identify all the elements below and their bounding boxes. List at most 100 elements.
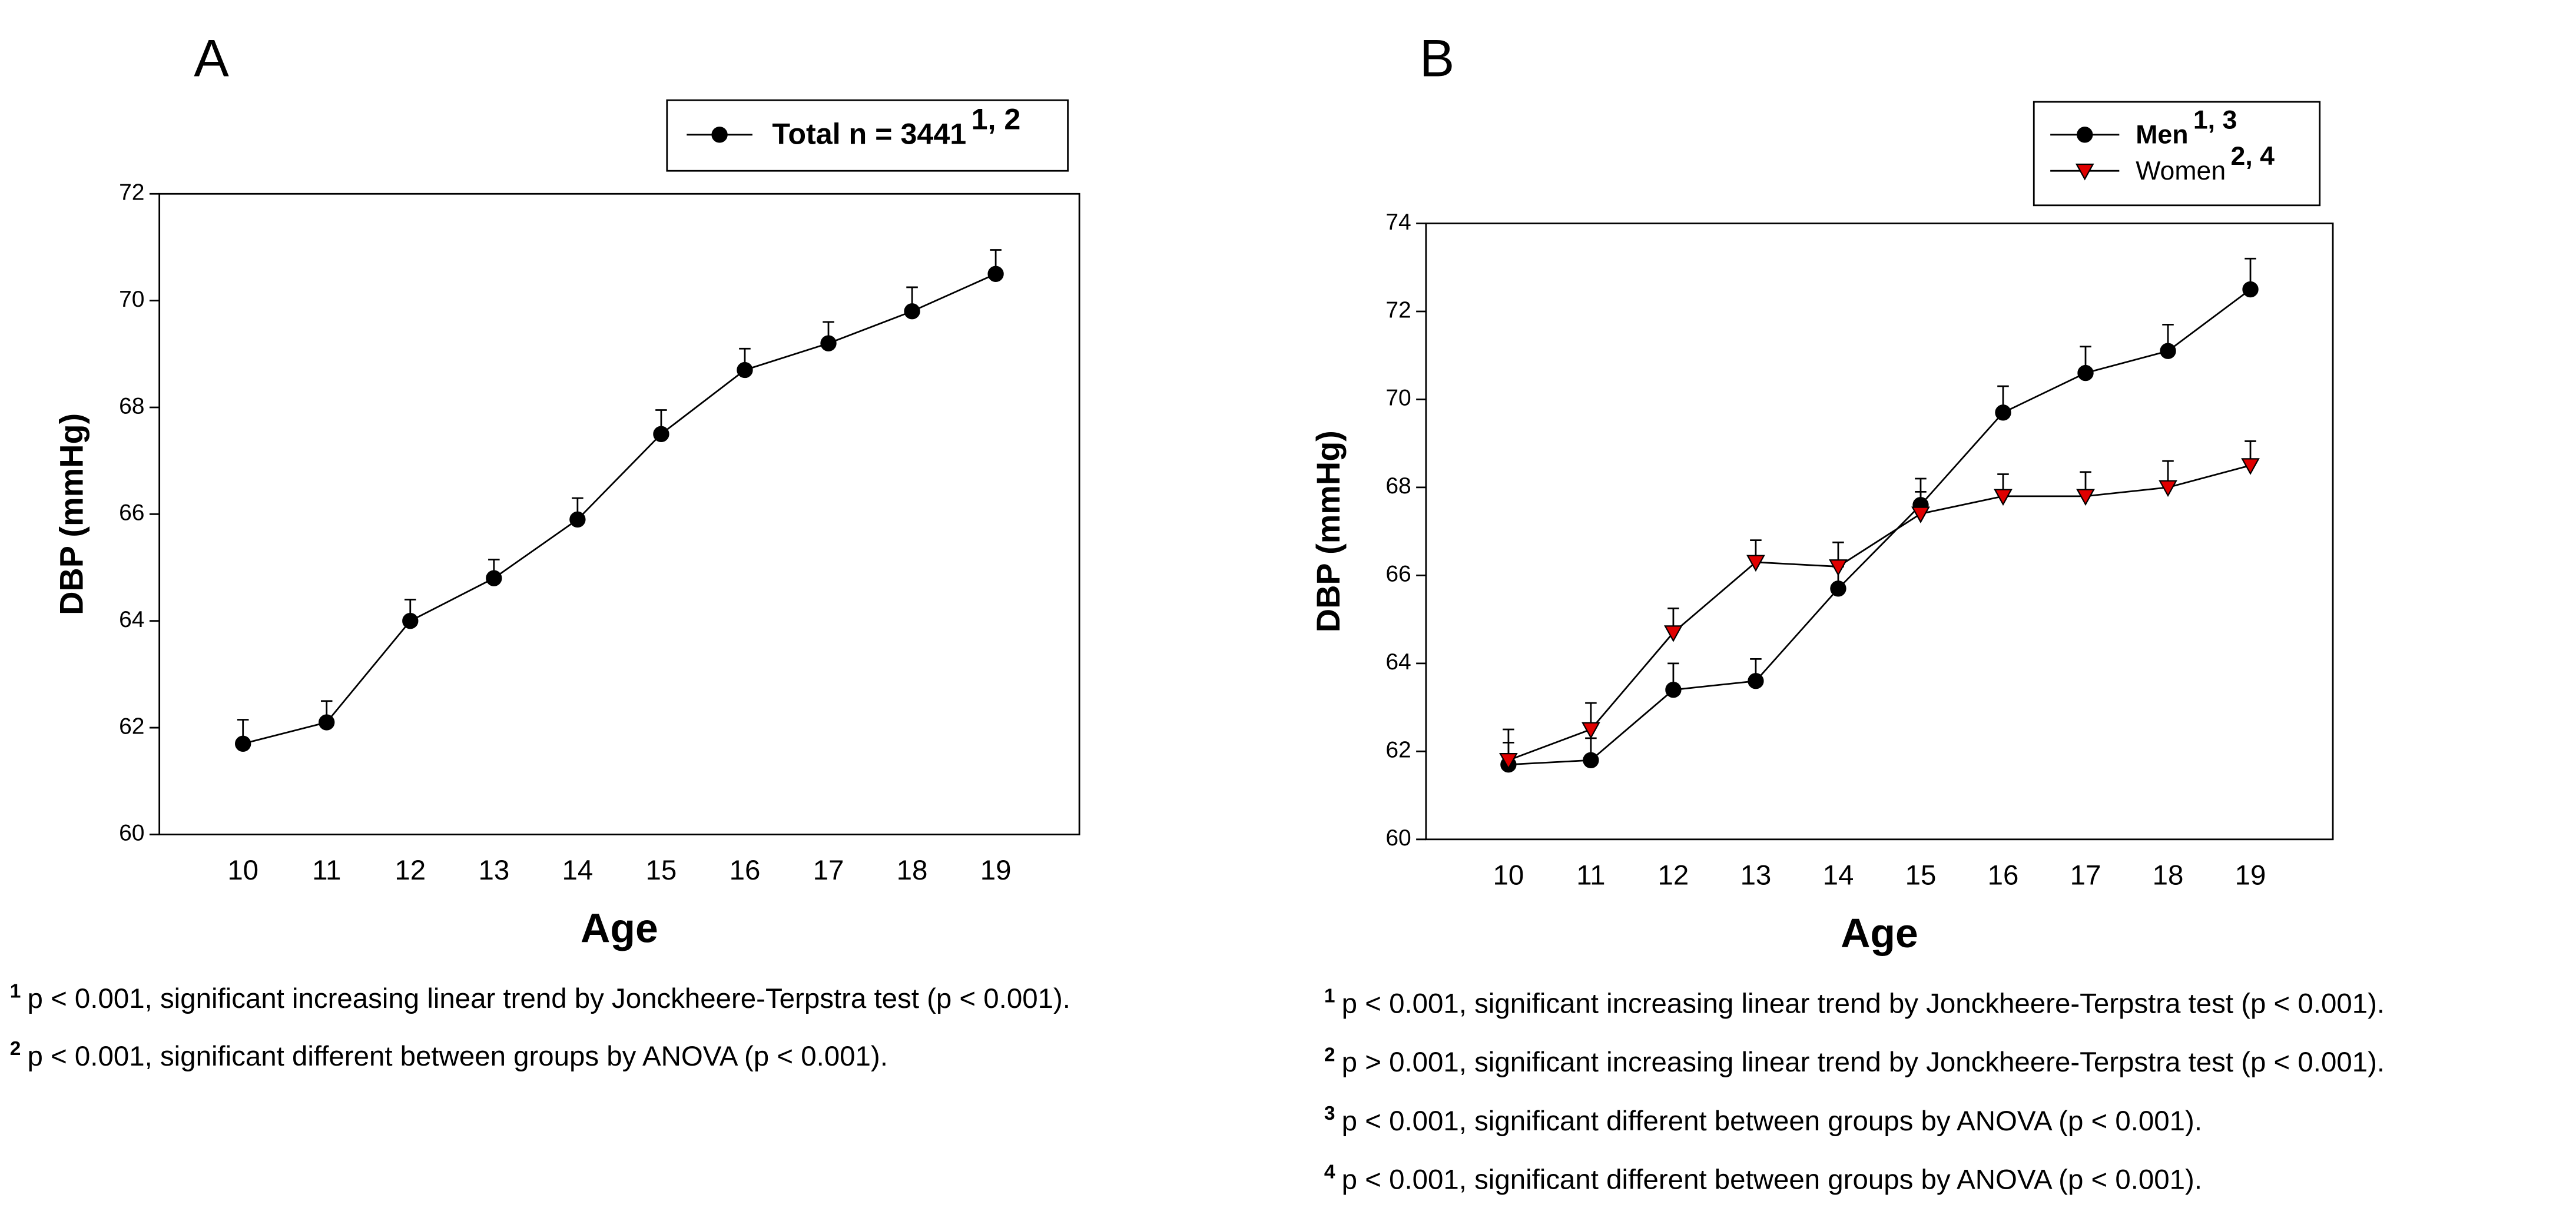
marker (1746, 555, 1765, 572)
legend-name: Men (2136, 120, 2188, 149)
marker (904, 303, 920, 320)
panel-label: B (1420, 29, 1455, 88)
marker (820, 335, 837, 351)
footnote-marker: 2 (10, 1038, 21, 1060)
x-tick-label: 15 (1905, 860, 1937, 891)
legend-name: Total n = 3441 (772, 118, 966, 151)
marker (653, 426, 669, 442)
marker (1665, 682, 1682, 698)
x-tick-label: 16 (1988, 860, 2019, 891)
legend-box (2033, 101, 2321, 207)
y-tick-label: 74 (1385, 210, 1411, 235)
x-tick-label: 18 (2153, 860, 2184, 891)
marker (1995, 404, 2011, 421)
x-tick-label: 11 (1576, 860, 1605, 891)
y-tick-label: 70 (1385, 386, 1411, 411)
x-tick-label: 11 (312, 855, 341, 886)
x-tick-label: 13 (1740, 860, 1772, 891)
marker (987, 266, 1004, 282)
panel-label: A (194, 29, 229, 88)
footnote: 4 p < 0.001, significant different betwee… (1324, 1161, 2202, 1195)
y-tick-label: 64 (1385, 649, 1411, 675)
legend-name: Women (2136, 157, 2226, 185)
footnote: 2 p < 0.001, significant different betwee… (10, 1038, 888, 1072)
marker (1583, 752, 1599, 768)
x-tick-label: 10 (227, 855, 258, 886)
marker (402, 613, 419, 629)
marker (1911, 506, 1930, 523)
marker (319, 714, 335, 731)
y-tick-label: 66 (1385, 562, 1411, 587)
marker (2242, 281, 2259, 298)
x-tick-label: 14 (562, 855, 593, 886)
legend-superscript: 2, 4 (2231, 142, 2275, 171)
footnote-marker: 1 (10, 980, 21, 1002)
footnote: 1 p < 0.001, significant increasing linea… (10, 980, 1070, 1014)
footnote-text: p < 0.001, significant different between… (28, 1040, 888, 1071)
marker (1499, 752, 1518, 770)
y-tick-label: 70 (119, 287, 144, 312)
y-tick-label: 68 (1385, 473, 1411, 499)
y-tick-label: 72 (1385, 297, 1411, 323)
y-axis-label: DBP (mmHg) (52, 413, 89, 615)
x-tick-label: 16 (730, 855, 761, 886)
marker (569, 511, 586, 528)
x-tick-label: 19 (2235, 860, 2266, 891)
x-axis-label: Age (1841, 910, 1918, 956)
footnote-marker: 4 (1324, 1161, 1335, 1183)
marker (1664, 625, 1683, 642)
x-tick-label: 17 (813, 855, 844, 886)
marker (1994, 489, 2013, 506)
marker (1748, 673, 1764, 689)
marker (711, 127, 728, 143)
plot-frame (1425, 223, 2334, 841)
legend-superscript: 1, 3 (2193, 105, 2237, 134)
marker (1829, 559, 1848, 576)
footnote-text: p < 0.001, significant different between… (1342, 1105, 2202, 1136)
footnote-text: p > 0.001, significant increasing linear… (1342, 1047, 2385, 1078)
y-tick-label: 60 (1385, 825, 1411, 851)
x-tick-label: 14 (1823, 860, 1854, 891)
series-line (243, 273, 996, 745)
marker (1830, 580, 1846, 597)
marker (2076, 489, 2095, 506)
marker (2077, 127, 2093, 143)
x-tick-label: 15 (646, 855, 677, 886)
legend-label: Men1, 3 (2136, 105, 2237, 149)
marker (1582, 722, 1600, 739)
legend-superscript: 1, 2 (972, 103, 1021, 136)
x-tick-label: 19 (980, 855, 1012, 886)
marker (2075, 163, 2094, 181)
legend-label: Total n = 3441 1, 2 (772, 103, 1020, 151)
y-tick-label: 64 (119, 607, 144, 632)
footnote-marker: 2 (1324, 1044, 1335, 1066)
y-tick-label: 72 (119, 180, 144, 205)
legend-label: Women2, 4 (2136, 142, 2275, 185)
y-axis-label: DBP (mmHg) (1309, 430, 1347, 632)
series-line (1508, 464, 2251, 761)
x-tick-label: 12 (1658, 860, 1689, 891)
series-line (1508, 288, 2251, 766)
marker (235, 735, 251, 752)
y-tick-label: 62 (119, 714, 144, 739)
footnote: 2 p > 0.001, significant increasing linea… (1324, 1044, 2385, 1078)
x-tick-label: 10 (1493, 860, 1524, 891)
y-tick-label: 60 (119, 821, 144, 846)
x-tick-label: 12 (394, 855, 426, 886)
marker (2159, 480, 2177, 497)
y-tick-label: 62 (1385, 738, 1411, 763)
marker (2241, 458, 2260, 475)
footnote: 1 p < 0.001, significant increasing linea… (1324, 986, 2385, 1020)
x-axis-label: Age (581, 905, 658, 951)
footnote-text: p < 0.001, significant increasing linear… (1342, 988, 2385, 1019)
marker (2160, 343, 2176, 359)
plot-frame (158, 193, 1080, 835)
footnote-text: p < 0.001, significant increasing linear… (28, 983, 1070, 1014)
marker (2077, 364, 2094, 381)
footnote-marker: 1 (1324, 986, 1335, 1007)
marker (486, 570, 502, 586)
footnote-text: p < 0.001, significant different between… (1342, 1164, 2202, 1195)
x-tick-label: 13 (478, 855, 509, 886)
